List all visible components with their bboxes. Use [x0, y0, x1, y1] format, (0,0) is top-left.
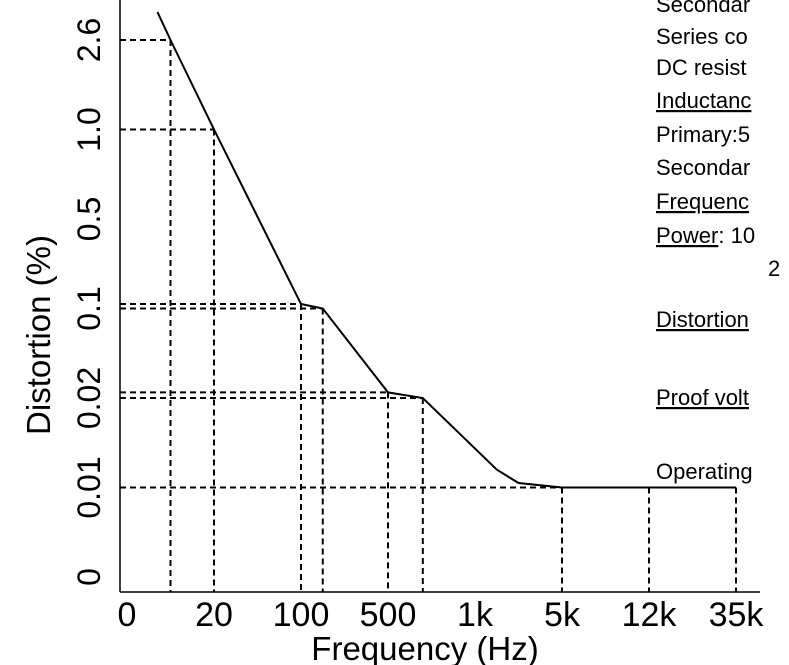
note-line: Secondar: [656, 155, 750, 180]
x-tick-label: 0: [118, 596, 137, 634]
y-tick-label: 0.02: [71, 367, 107, 429]
distortion-line: [156, 11, 736, 489]
note-text: Distortion: [656, 307, 749, 332]
note-line: Primary:5: [656, 122, 750, 147]
note-line: Secondar: [656, 0, 750, 17]
note-text: Frequenc: [656, 189, 749, 214]
x-tick-label: 20: [195, 596, 233, 634]
y-tick-label: 0.5: [71, 197, 107, 241]
note-line: Inductanc: [656, 88, 751, 113]
x-tick-label: 12k: [622, 596, 678, 634]
y-axis-label: Distortion (%): [20, 235, 57, 435]
note-text: : 10: [718, 223, 755, 248]
y-tick-label: 0.1: [71, 286, 107, 330]
y-tick-label: 0: [71, 568, 107, 586]
note-line: Series co: [656, 24, 748, 49]
x-tick-label: 35k: [709, 596, 765, 634]
y-tick-label: 1.0: [71, 107, 107, 151]
x-tick-label: 500: [360, 596, 417, 634]
x-tick-label: 100: [273, 596, 330, 634]
note-text: Proof volt: [656, 385, 749, 410]
note-text: Inductanc: [656, 88, 751, 113]
note-line: Frequenc: [656, 189, 749, 214]
note-text: DC resist: [656, 55, 746, 80]
note-text: 2: [768, 256, 780, 281]
y-tick-label: 2.6: [71, 18, 107, 62]
note-line: 2: [768, 256, 780, 281]
note-text: Secondar: [656, 0, 750, 17]
note-text: Power: [656, 223, 718, 248]
note-line: DC resist: [656, 55, 746, 80]
note-line: Distortion: [656, 307, 749, 332]
note-text: Series co: [656, 24, 748, 49]
note-line: Proof volt: [656, 385, 749, 410]
note-text: Primary:5: [656, 122, 750, 147]
note-text: Secondar: [656, 155, 750, 180]
y-tick-label: 0.01: [71, 456, 107, 518]
x-axis-label: Frequency (Hz): [311, 630, 538, 665]
x-tick-label: 1k: [457, 596, 494, 634]
x-tick-label: 5k: [544, 596, 581, 634]
note-text: Operating: [656, 459, 753, 484]
note-line: Operating: [656, 459, 753, 484]
note-line: Power: 10: [656, 223, 755, 248]
